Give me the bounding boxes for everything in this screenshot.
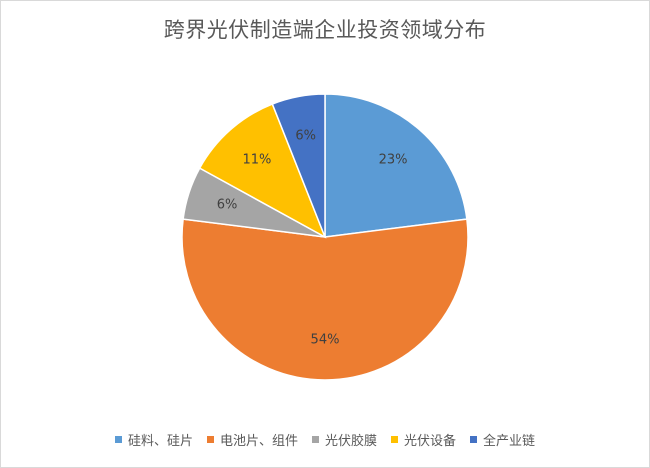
data-label-1: 23% <box>379 152 408 167</box>
pie-slice-5 <box>271 93 326 238</box>
legend-item-1: 硅料、硅片 <box>114 430 193 449</box>
legend-label: 光伏设备 <box>404 434 457 449</box>
chart-legend: 硅料、硅片 电池片、组件 光伏胶膜 光伏设备 全产业链 <box>0 430 650 449</box>
legend-label: 硅料、硅片 <box>127 434 193 449</box>
legend-label: 全产业链 <box>483 434 536 449</box>
legend-item-4: 光伏设备 <box>391 430 456 449</box>
legend-label: 光伏胶膜 <box>324 434 377 449</box>
pie-slice-4 <box>198 103 327 239</box>
legend-swatch <box>114 436 122 443</box>
legend-swatch <box>391 436 398 443</box>
pie-slice-1 <box>324 93 468 238</box>
legend-item-3: 光伏胶膜 <box>311 430 377 449</box>
data-label-5: 6% <box>295 128 316 143</box>
legend-item-5: 全产业链 <box>470 430 535 449</box>
legend-label: 电池片、组件 <box>219 434 298 449</box>
legend-swatch <box>206 436 214 443</box>
data-label-4: 11% <box>242 152 271 167</box>
legend-swatch <box>470 436 478 443</box>
data-label-3: 6% <box>217 198 238 213</box>
legend-swatch <box>311 436 319 443</box>
chart-title: 跨界光伏制造端企业投资领域分布 <box>163 18 487 42</box>
pie-slice-2 <box>181 218 469 381</box>
legend-item-2: 电池片、组件 <box>206 430 298 449</box>
data-label-2: 54% <box>311 332 340 347</box>
